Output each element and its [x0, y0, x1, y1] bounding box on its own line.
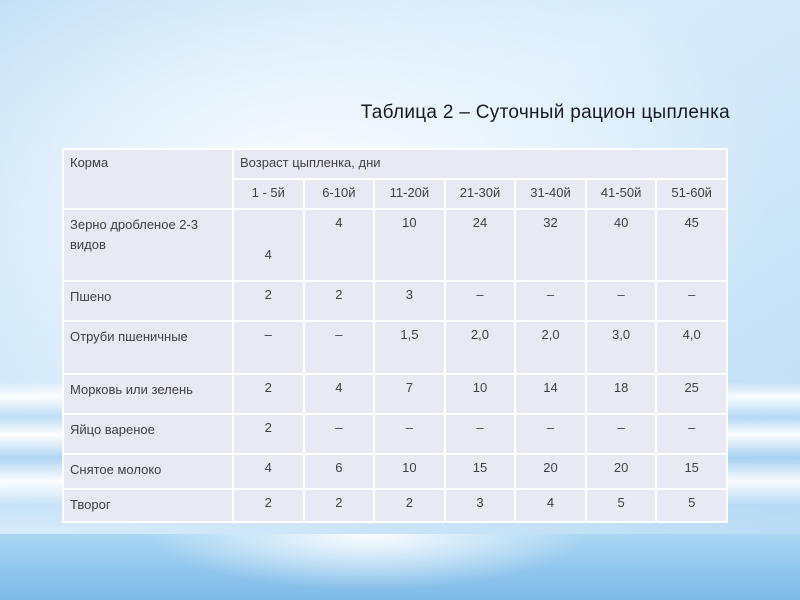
value-cell: 2	[232, 413, 305, 455]
value-cell: 2	[373, 488, 446, 523]
value-cell: 15	[655, 453, 728, 490]
value-cell: 2	[232, 280, 305, 322]
feed-label-cell: Пшено	[62, 280, 234, 322]
value-cell: 10	[373, 453, 446, 490]
value-cell: 4	[302, 208, 376, 282]
value-cell: 1,5	[373, 320, 446, 375]
value-cell: –	[232, 320, 305, 375]
age-column-header: 11-20й	[373, 178, 446, 210]
value-cell: 18	[584, 373, 658, 415]
value-cell: 3	[443, 488, 517, 523]
table-row: Морковь или зелень 2 4 7 10 14 18 25	[62, 373, 728, 415]
value-cell: –	[584, 280, 658, 322]
value-cell: 3,0	[584, 320, 658, 375]
feed-label-cell: Зерно дробленое 2-3 видов	[62, 208, 234, 282]
value-cell: 2	[232, 373, 305, 415]
group-header-cell: Возраст цыпленка, дни	[232, 148, 728, 180]
feed-label-cell: Снятое молоко	[62, 453, 234, 490]
value-cell: 10	[443, 373, 517, 415]
age-column-header: 1 - 5й	[232, 178, 305, 210]
table-body: Зерно дробленое 2-3 видов 4 4 10 24 32 40 45 Пше…	[62, 208, 728, 523]
value-cell: 24	[443, 208, 517, 282]
feed-label-cell: Морковь или зелень	[62, 373, 234, 415]
group-header-row: Корма Возраст цыпленка, дни	[62, 148, 728, 210]
table-row: Пшено 2 2 3– – – –	[62, 280, 728, 322]
age-header-row: 1 - 5й 6-10й 11-20й 21-30й 31-40й 41-50й 51-60…	[63, 178, 728, 210]
value-cell: 40	[584, 208, 658, 282]
value-cell: 2	[232, 488, 305, 523]
value-cell: 5	[584, 488, 658, 523]
value-cell: 25	[655, 373, 728, 415]
slide-title: Таблица 2 – Суточный рацион цыпленка	[360, 102, 730, 123]
feed-label-cell: Яйцо вареное	[62, 413, 234, 455]
value-cell: –	[655, 280, 728, 322]
value-cell: 20	[584, 453, 658, 490]
age-column-header: 31-40й	[514, 178, 587, 210]
value-cell: 15	[443, 453, 517, 490]
value-cell: –	[302, 413, 376, 455]
value-cell: 3	[373, 280, 446, 322]
bottom-ribbon	[0, 534, 800, 600]
value-cell: 7	[373, 373, 446, 415]
table-row: Творог 2 2 2 3 4 5 5	[62, 488, 728, 523]
age-column-header: 6-10й	[302, 178, 376, 210]
corner-header-cell: Корма	[62, 148, 234, 210]
value-cell: 4	[514, 488, 587, 523]
value-cell: –	[443, 413, 517, 455]
value-cell: 10	[373, 208, 446, 282]
table-row: Зерно дробленое 2-3 видов 4 4 10 24 32 40 45	[62, 208, 728, 282]
value-cell: 2	[302, 488, 376, 523]
value-cell: –	[584, 413, 658, 455]
value-cell: 6	[302, 453, 376, 490]
daily-ration-table: Корма Возраст цыпленка, дни 1 - 5й 6-10й 1…	[62, 148, 728, 523]
value-cell: 45	[655, 208, 728, 282]
table-row: Снятое молоко 4 6 10 15 20 20 15	[62, 453, 728, 490]
value-cell: –	[514, 280, 587, 322]
value-cell: 20	[514, 453, 587, 490]
feed-label-cell: Творог	[62, 488, 234, 523]
value-cell: 14	[514, 373, 587, 415]
table-header: Корма Возраст цыпленка, дни 1 - 5й 6-10й 1…	[62, 148, 728, 210]
table-row: Яйцо вареное 2– – – – – –	[62, 413, 728, 455]
value-cell: 4	[232, 208, 305, 282]
value-cell: 4,0	[655, 320, 728, 375]
value-cell: 4	[232, 453, 305, 490]
value-cell: 2,0	[443, 320, 517, 375]
value-cell: 2,0	[514, 320, 587, 375]
value-cell: 4	[302, 373, 376, 415]
feed-label-cell: Отруби пшеничные	[62, 320, 234, 375]
age-column-header: 41-50й	[584, 178, 658, 210]
value-cell: –	[373, 413, 446, 455]
value-cell: –	[443, 280, 517, 322]
table-row: Отруби пшеничные – –1,5 2,0 2,0 3,0 4,0	[62, 320, 728, 375]
value-cell: 2	[302, 280, 376, 322]
value-cell: 5	[655, 488, 728, 523]
age-column-header: 21-30й	[443, 178, 517, 210]
value-cell: 32	[514, 208, 587, 282]
value-cell: –	[302, 320, 376, 375]
value-cell: –	[514, 413, 587, 455]
age-column-header: 51-60й	[655, 178, 728, 210]
value-cell: –	[655, 413, 728, 455]
